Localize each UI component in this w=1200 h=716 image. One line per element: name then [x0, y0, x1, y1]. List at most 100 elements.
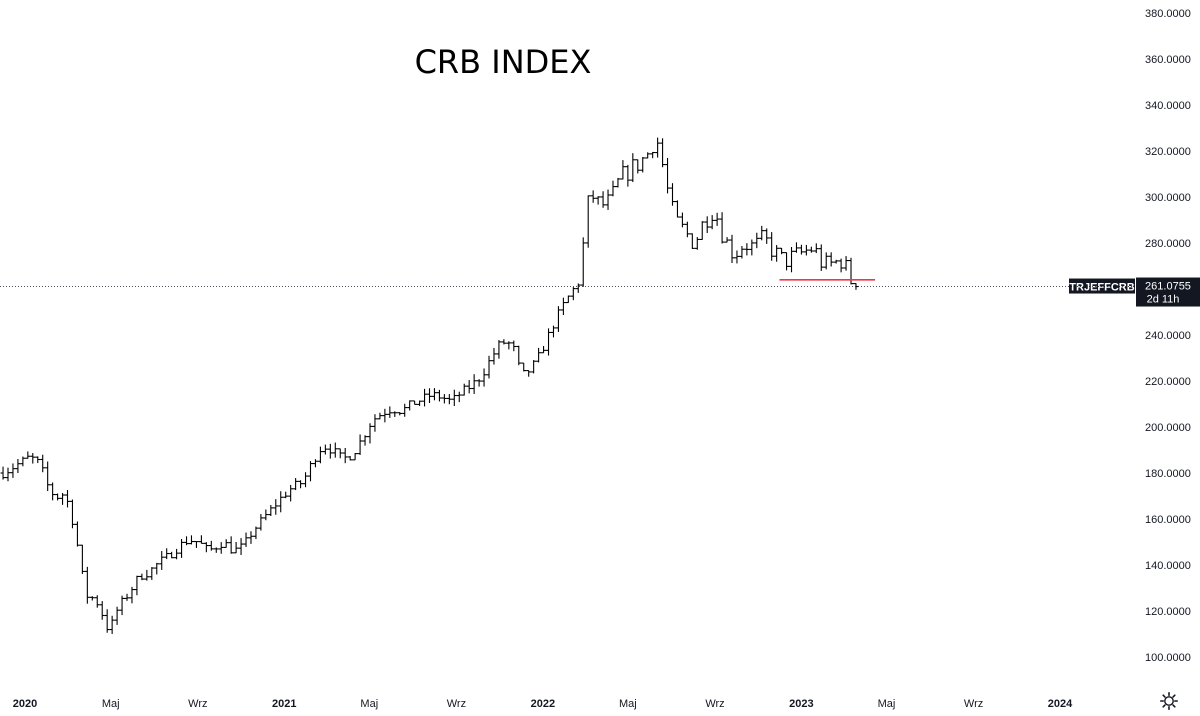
- x-tick-label: Maj: [102, 698, 120, 710]
- ohlc-bar: [412, 400, 418, 405]
- ohlc-bar: [823, 252, 829, 270]
- ohlc-bar: [456, 391, 462, 403]
- ohlc-bar: [203, 542, 209, 553]
- x-tick-label: 2022: [531, 698, 555, 710]
- ohlc-bar: [491, 347, 497, 365]
- x-tick-label: Wrz: [447, 698, 466, 710]
- ohlc-bar: [427, 388, 433, 404]
- ohlc-bar: [674, 200, 680, 218]
- ohlc-bar: [248, 531, 254, 544]
- ohlc-bar: [575, 283, 581, 293]
- symbol-tag[interactable]: TRJEFFCRB: [1069, 278, 1135, 294]
- ohlc-bar: [60, 492, 66, 505]
- ohlc-bar: [422, 388, 428, 407]
- ohlc-bar: [605, 189, 611, 210]
- ohlc-bar: [322, 444, 328, 455]
- symbol-label: TRJEFFCRB: [1069, 282, 1134, 294]
- ohlc-bar: [481, 368, 487, 387]
- ohlc-bar: [779, 247, 785, 255]
- ohlc-bar: [169, 551, 175, 559]
- x-tick-label: Maj: [619, 698, 637, 710]
- x-axis: 2020 Maj Wrz 2021 Maj Wrz 2022 Maj Wrz 2023 Maj Wrz…: [13, 698, 1073, 710]
- ohlc-bar: [233, 541, 239, 554]
- ohlc-bar: [610, 180, 616, 197]
- ohlc-bar: [833, 259, 839, 264]
- ohlc-bar: [461, 383, 467, 396]
- ohlc-bar: [635, 159, 641, 174]
- ohlc-bar: [184, 536, 190, 546]
- ohlc-bar: [570, 287, 576, 301]
- y-tick-label: 160.0000: [1145, 514, 1191, 526]
- ohlc-bar: [25, 451, 31, 459]
- ohlc-bar: [213, 547, 219, 553]
- y-tick-label: 220.0000: [1145, 376, 1191, 388]
- ohlc-bar: [754, 232, 760, 249]
- ohlc-bar: [238, 538, 244, 556]
- settings-button[interactable]: [1158, 690, 1180, 712]
- ohlc-bar: [709, 215, 715, 230]
- ohlc-bar: [417, 400, 423, 407]
- ohlc-bar: [451, 389, 457, 407]
- ohlc-bar: [258, 514, 264, 531]
- ohlc-bar: [645, 152, 651, 159]
- ohlc-bar: [550, 325, 556, 338]
- ohlc-bar: [55, 493, 61, 501]
- ohlc-bar: [362, 435, 368, 446]
- ohlc-bar: [739, 246, 745, 259]
- ohlc-bar: [486, 355, 492, 379]
- ohlc-bar: [327, 443, 333, 459]
- ohlc-bar: [798, 244, 804, 255]
- ohlc-bar: [144, 569, 150, 581]
- ohlc-bar: [74, 521, 80, 547]
- ohlc-bar: [803, 244, 809, 256]
- ohlc-bar: [665, 157, 671, 194]
- ohlc-bar: [337, 448, 343, 459]
- ohlc-bar: [407, 400, 413, 411]
- ohlc-bar: [45, 461, 51, 492]
- y-tick-label: 320.0000: [1145, 146, 1191, 158]
- y-tick-label: 300.0000: [1145, 192, 1191, 204]
- x-tick-label: Wrz: [705, 698, 724, 710]
- ohlc-bar: [139, 573, 145, 581]
- ohlc-bar: [278, 491, 284, 513]
- ohlc-bar: [585, 195, 591, 248]
- x-tick-label: 2021: [272, 698, 296, 710]
- ohlc-bar: [109, 615, 115, 634]
- ohlc-bar: [307, 461, 313, 482]
- ohlc-bar: [392, 411, 398, 417]
- ohlc-bar: [69, 499, 75, 529]
- ohlc-bar: [124, 593, 130, 601]
- ohlc-bar: [129, 586, 135, 604]
- ohlc-bar: [526, 370, 532, 377]
- ohlc-bar: [377, 412, 383, 420]
- ohlc-bar: [352, 453, 358, 461]
- x-tick-label: 2023: [789, 698, 813, 710]
- ohlc-bar: [511, 340, 517, 352]
- ohlc-bar: [89, 596, 95, 601]
- ohlc-bar: [590, 190, 596, 203]
- ohlc-bar: [65, 489, 71, 508]
- ohlc-bar: [342, 448, 348, 464]
- ohlc-bar: [620, 160, 626, 180]
- ohlc-bar: [684, 221, 690, 238]
- ohlc-bar: [218, 542, 224, 554]
- ohlc-bar: [729, 234, 735, 264]
- ohlc-bar: [764, 228, 770, 244]
- ohlc-bar: [5, 467, 11, 482]
- ohlc-bar: [402, 403, 408, 417]
- ohlc-bar: [580, 237, 586, 287]
- ohlc-bar: [288, 484, 294, 502]
- ohlc-bar: [660, 138, 666, 168]
- ohlc-bar: [546, 328, 552, 356]
- ohlc-bar: [268, 504, 274, 516]
- ohlc-bar: [630, 153, 636, 183]
- ohlc-bar: [734, 250, 740, 264]
- price-tag: 261.0755 2d 11h: [1136, 277, 1200, 307]
- ohlc-bar: [689, 233, 695, 249]
- x-tick-label: Wrz: [964, 698, 983, 710]
- ohlc-bar: [774, 245, 780, 262]
- ohlc-bar: [10, 463, 16, 478]
- y-axis: 380.0000 360.0000 340.0000 320.0000 300.0000…: [1145, 8, 1191, 664]
